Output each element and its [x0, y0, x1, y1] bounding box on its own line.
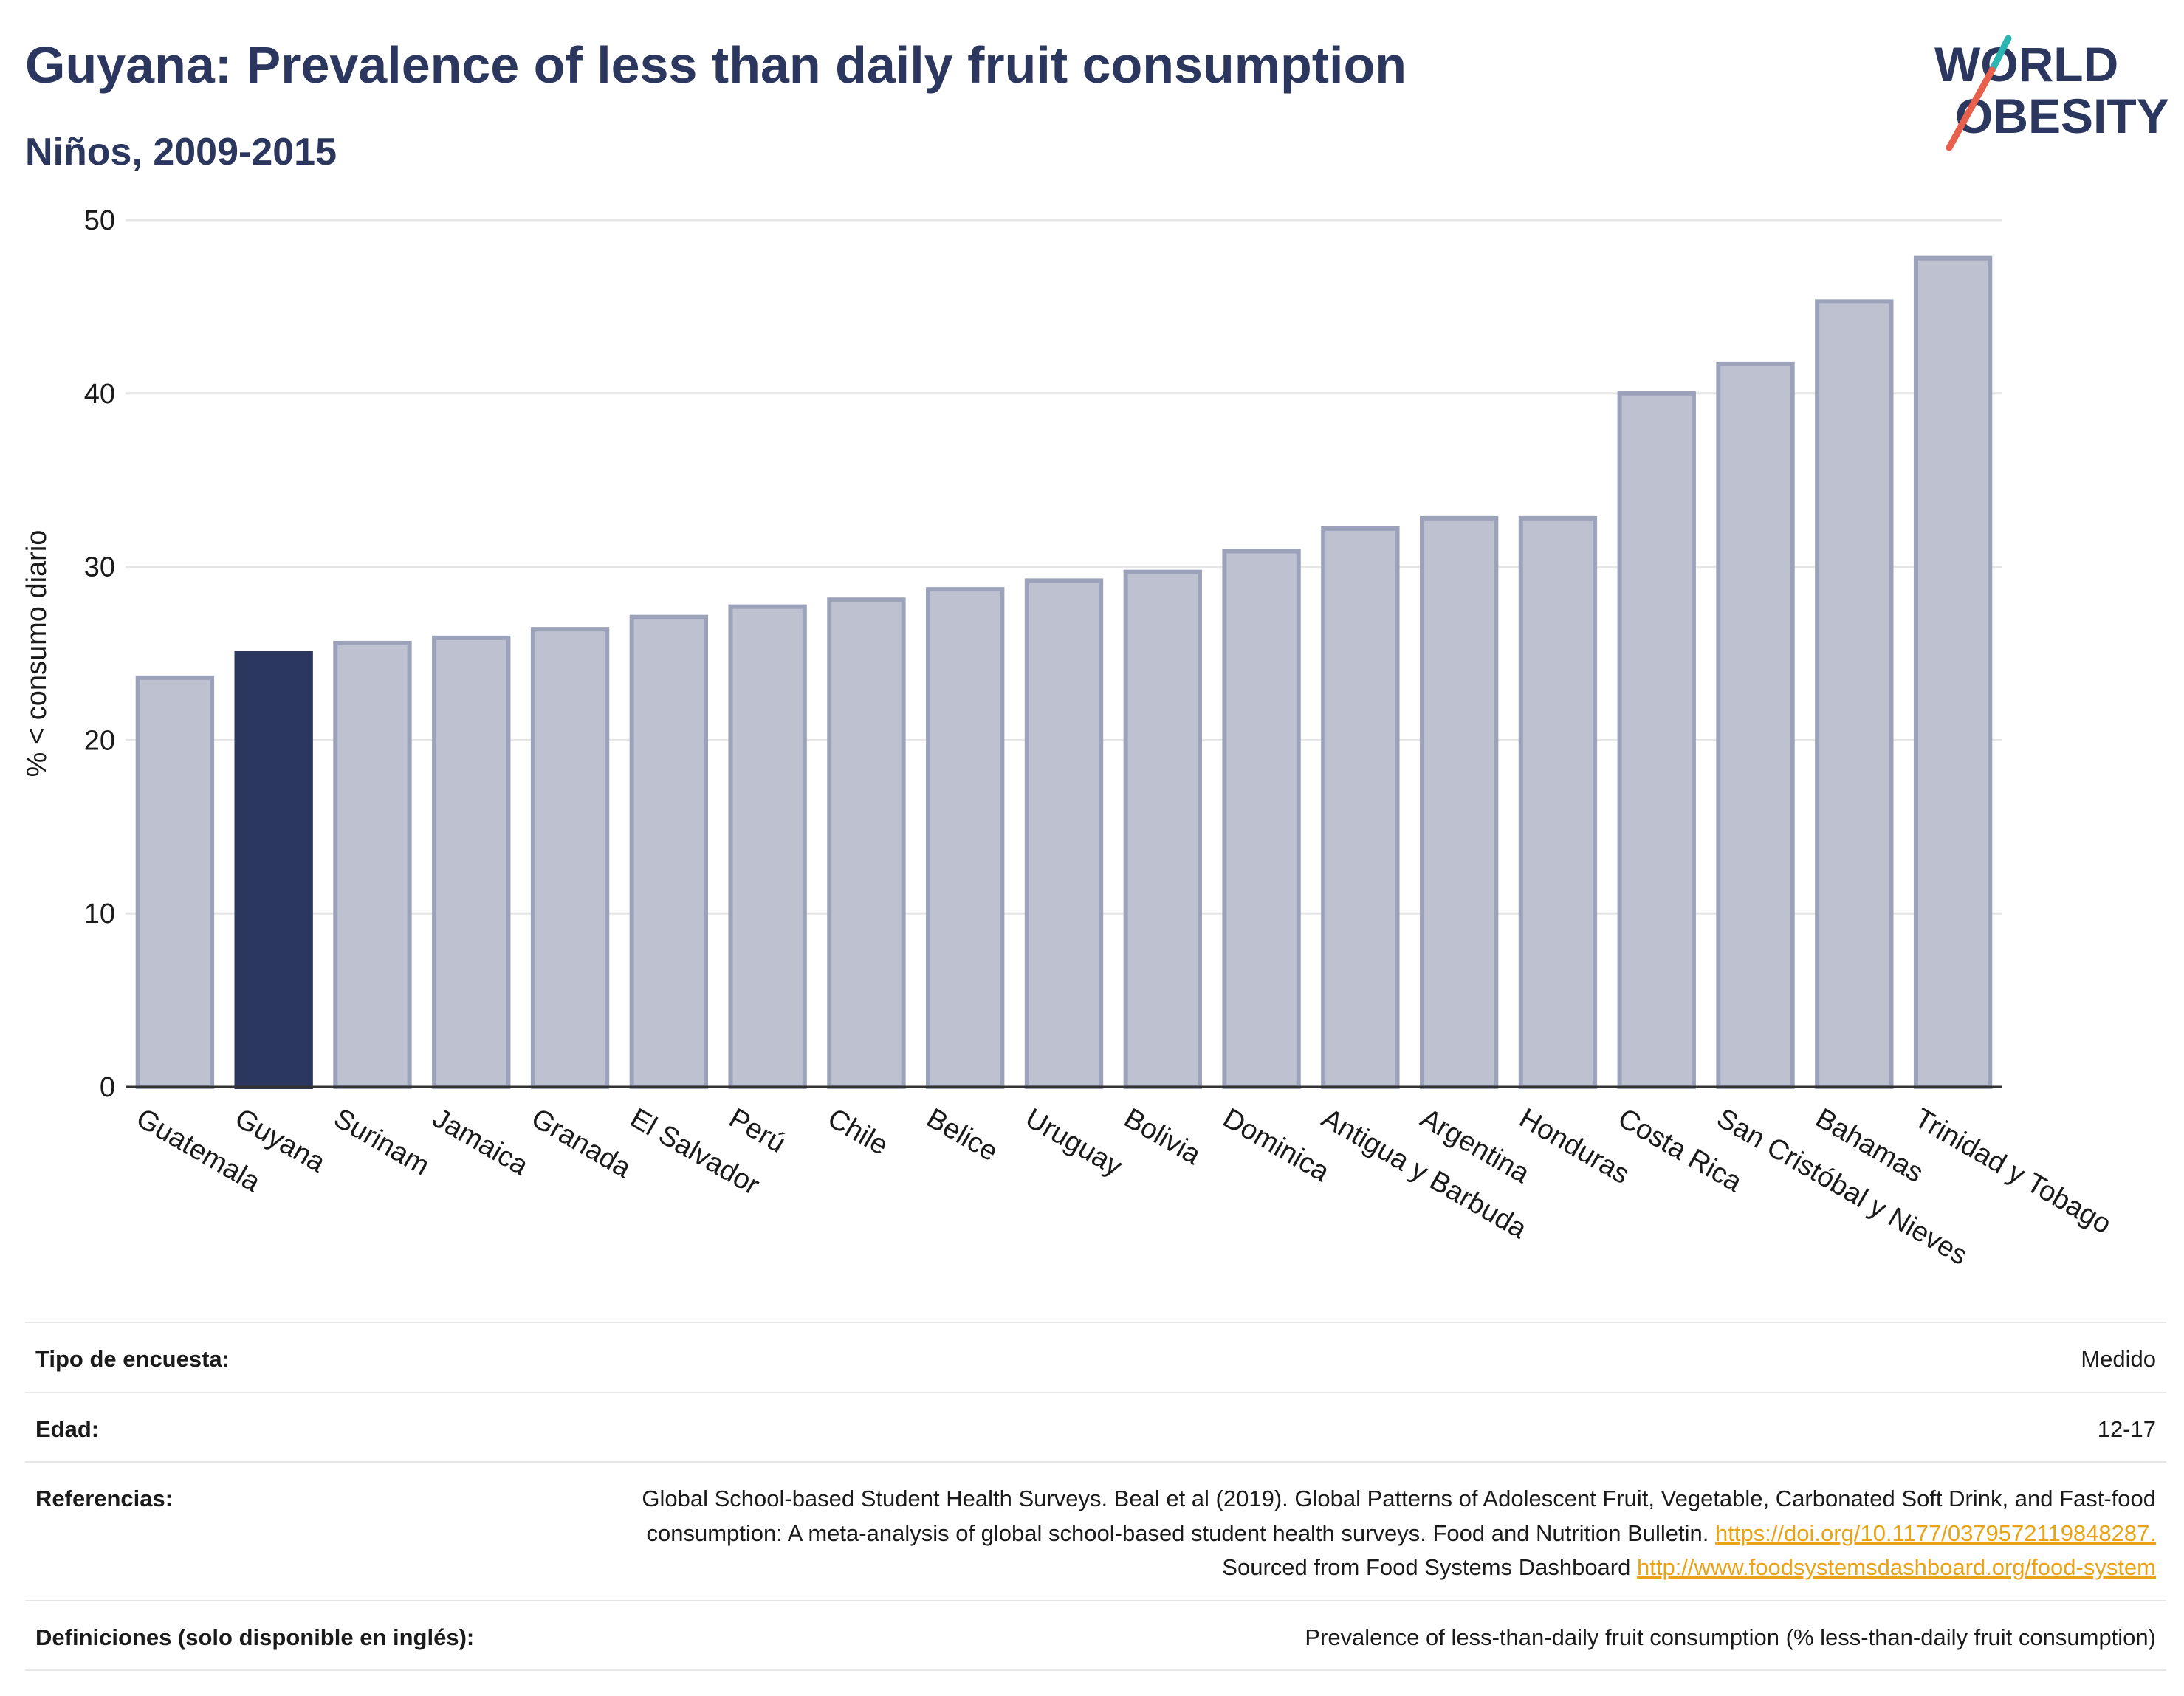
survey-type-label: Tipo de encuesta: [35, 1346, 230, 1372]
y-tick-label: 50 [84, 205, 115, 236]
bar [432, 635, 511, 1089]
bar [629, 614, 709, 1089]
bar [530, 627, 610, 1089]
definitions-label: Definiciones (solo disponible en inglés)… [35, 1624, 475, 1650]
bar [1123, 569, 1202, 1089]
references-row: Referencias: Global School-based Student… [25, 1461, 2166, 1600]
x-tick-label: Dominica [1218, 1102, 1335, 1188]
x-tick-label: Uruguay [1020, 1102, 1127, 1182]
page-subtitle: Niños, 2009-2015 [25, 131, 337, 174]
logo-line-1: WORLD [1934, 37, 2118, 92]
bar-chart: 0 10 20 30 40 50 GuatemalaGuyanaSurinamJamaic… [21, 205, 2116, 1271]
logo-slash-teal [1988, 35, 2012, 74]
bar [926, 587, 1005, 1089]
bar [1913, 255, 1993, 1089]
metadata-table: Tipo de encuesta: Medido Edad: 12-17 Ref… [25, 1322, 2166, 1671]
y-tick-label: 0 [100, 1072, 115, 1103]
y-tick-label: 10 [84, 899, 115, 930]
bar [1518, 515, 1598, 1089]
x-tick-label: Trinidad y Tobago [1909, 1102, 2117, 1240]
y-tick-label: 40 [84, 379, 115, 410]
doi-link[interactable]: https://doi.org/10.1177/0379572119848287… [1715, 1520, 2156, 1546]
food-systems-dashboard-link[interactable]: http://www.foodsystemsdashboard.org/food… [1637, 1554, 2156, 1580]
x-tick-label: Belice [921, 1102, 1003, 1167]
bar [1024, 578, 1104, 1089]
bar-highlight [234, 651, 313, 1089]
bar [728, 604, 807, 1089]
y-tick-label: 20 [84, 725, 115, 756]
age-row: Edad: 12-17 [25, 1391, 2166, 1462]
definitions-value: Prevalence of less-than-daily fruit cons… [1305, 1624, 2156, 1650]
x-tick-label: Surinam [329, 1102, 435, 1181]
bar [1222, 549, 1301, 1089]
y-axis-ticks: 0 10 20 30 40 50 [84, 205, 115, 1103]
x-tick-label: Bolivia [1119, 1102, 1206, 1171]
age-label: Edad: [35, 1415, 100, 1442]
references-label: Referencias: [35, 1486, 174, 1511]
references-text-2: Sourced from Food Systems Dashboard [1222, 1554, 1631, 1580]
bar [333, 640, 412, 1089]
references-text-1: Global School-based Student Health Surve… [642, 1486, 2156, 1546]
age-value: 12-17 [2097, 1415, 2156, 1442]
x-tick-label: Chile [823, 1102, 893, 1161]
bar [1321, 526, 1400, 1089]
logo-line-2: OBESITY [1955, 89, 2169, 143]
world-obesity-logo: WORLD OBESITY [1934, 35, 2169, 151]
x-tick-label: Perú [724, 1102, 791, 1159]
bar [1419, 515, 1499, 1089]
page-title: Guyana: Prevalence of less than daily fr… [25, 36, 1407, 94]
bar [827, 597, 906, 1089]
bar [1617, 391, 1696, 1089]
references-value: Global School-based Student Health Surve… [569, 1482, 2156, 1585]
bars [135, 255, 1993, 1090]
bar [135, 675, 215, 1089]
y-tick-label: 30 [84, 552, 115, 583]
survey-type-row: Tipo de encuesta: Medido [25, 1322, 2166, 1392]
bar [1716, 361, 1795, 1090]
x-tick-label: Granada [526, 1102, 637, 1184]
bar [1815, 299, 1894, 1090]
x-tick-label: Jamaica [427, 1102, 534, 1182]
logo-slash-red [1946, 66, 1996, 151]
survey-type-value: Medido [2081, 1346, 2156, 1372]
definitions-row: Definiciones (solo disponible en inglés)… [25, 1599, 2166, 1671]
x-tick-label: Honduras [1514, 1102, 1635, 1190]
y-axis-label: % < consumo diario [21, 530, 52, 777]
